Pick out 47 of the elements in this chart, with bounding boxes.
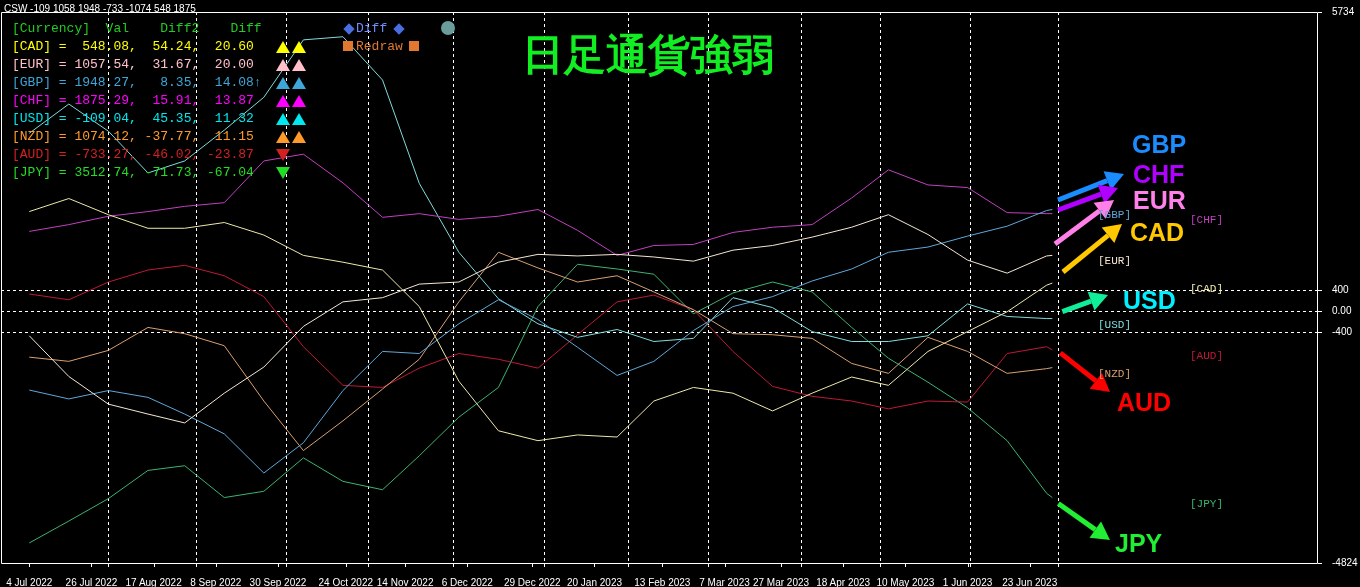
x-tick-label: 10 May 2023 xyxy=(876,576,935,587)
annotation: EUR xyxy=(1133,186,1186,214)
x-tick-label: 17 Aug 2022 xyxy=(125,576,183,587)
text: [EUR] xyxy=(1098,255,1132,268)
annotation: GBP xyxy=(1132,130,1187,158)
annotation: [GBP] = 1948.27, 8.35, 14.08↑ xyxy=(12,75,262,90)
x-tick-label: 18 Apr 2023 xyxy=(816,576,871,587)
annotation: CHF xyxy=(1133,160,1185,188)
annotation: [CHF] = 1875.29, 15.91, 13.87 xyxy=(12,93,254,108)
annotation: CSW -109 1058 1948 -733 -1074 548 1875 xyxy=(4,3,196,14)
text: [USD] xyxy=(1098,318,1132,331)
x-tick-label: 24 Oct 2022 xyxy=(318,576,374,587)
x-tick-label: 23 Jun 2023 xyxy=(1002,576,1058,587)
x-tick-label: 30 Sep 2022 xyxy=(249,576,307,587)
text: [JPY] xyxy=(1190,497,1224,510)
annotation: Diff xyxy=(356,21,388,36)
y-tick-label: 400 xyxy=(1332,284,1350,296)
x-tick-label: 27 Mar 2023 xyxy=(752,576,810,587)
y-tick-label: -400 xyxy=(1332,325,1353,337)
annotation: [Currency] Val Diff2 Diff xyxy=(12,21,262,36)
x-tick-label: 7 Mar 2023 xyxy=(699,576,751,587)
x-tick-label: 20 Jan 2023 xyxy=(566,576,623,587)
annotation: [JPY] = 3512.74, -71.73, -67.04 xyxy=(12,165,254,180)
annotation: Redraw xyxy=(356,39,403,54)
annotation: JPY xyxy=(1115,529,1163,557)
text: [NZD] xyxy=(1098,367,1132,380)
annotation: [EUR] = 1057.54, 31.67, 20.00 xyxy=(12,57,254,72)
x-tick-label: 6 Dec 2022 xyxy=(441,576,494,587)
x-tick-label: 29 Dec 2022 xyxy=(503,576,562,587)
annotation: AUD xyxy=(1117,388,1172,416)
text: [AUD] xyxy=(1190,349,1224,362)
y-tick-label: -4824 xyxy=(1332,556,1359,568)
text: 日足通貨強弱 xyxy=(522,31,774,78)
x-tick-label: 8 Sep 2022 xyxy=(190,576,242,587)
text: [GBP] xyxy=(1098,209,1131,222)
y-tick-label: 5734 xyxy=(1332,5,1355,17)
text: [CHF] xyxy=(1190,213,1224,226)
text: [CAD] xyxy=(1190,283,1224,296)
x-tick-label: 1 Jun 2023 xyxy=(942,576,993,587)
y-tick-label: 0.00 xyxy=(1332,305,1352,316)
annotation: USD xyxy=(1123,286,1176,314)
x-tick-label: 26 Jul 2022 xyxy=(65,576,118,587)
annotation: CAD xyxy=(1130,218,1185,246)
x-tick-label: 13 Feb 2023 xyxy=(634,576,691,587)
x-tick-label: 14 Nov 2022 xyxy=(376,576,434,587)
annotation: [CAD] = 548.08, 54.24, 20.60 xyxy=(12,39,254,54)
x-tick-label: 4 Jul 2022 xyxy=(6,576,53,587)
